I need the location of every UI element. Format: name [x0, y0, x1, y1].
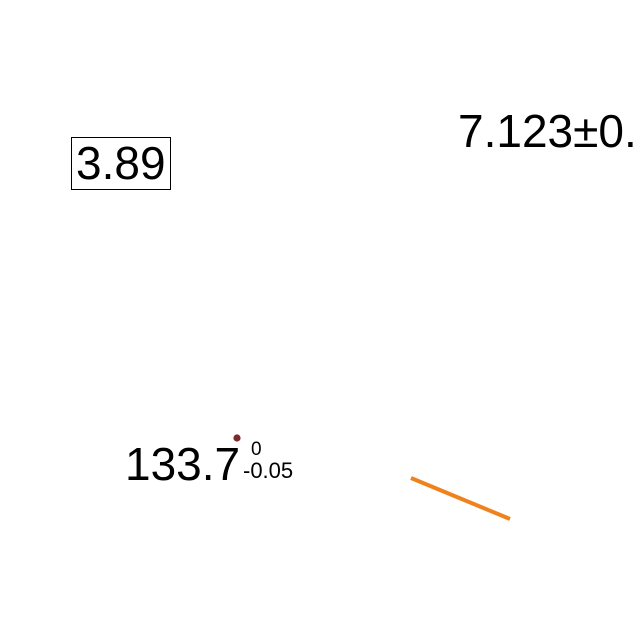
boxed-number: 3.89 [71, 137, 171, 190]
lower-bound-subscript: -0.05 [243, 458, 294, 483]
plus-minus-number: 7.123±0. [458, 105, 637, 157]
dot-marker [233, 434, 241, 442]
orange-line-segment [410, 476, 511, 521]
upper-bound-superscript: 0 [251, 439, 262, 460]
main-number: 133.7 [125, 438, 241, 490]
